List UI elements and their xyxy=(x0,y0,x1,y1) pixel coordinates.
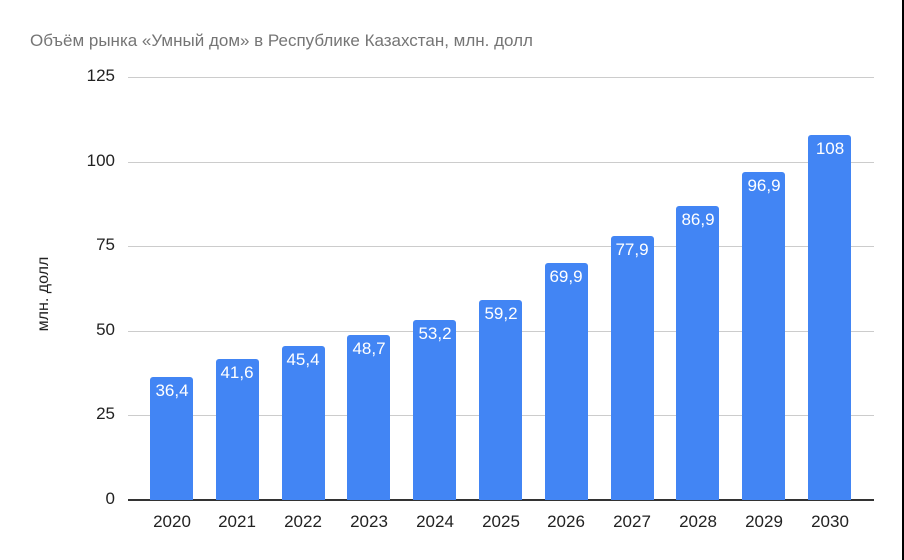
right-border xyxy=(902,0,904,560)
x-tick-label: 2022 xyxy=(284,512,322,531)
bar-2021[interactable] xyxy=(216,359,259,500)
y-tick-label: 125 xyxy=(86,66,115,85)
bar-2024[interactable] xyxy=(413,320,456,500)
y-tick-label: 25 xyxy=(96,404,115,423)
bar-value-label: 36,4 xyxy=(155,381,189,400)
bar-2027[interactable] xyxy=(611,236,654,500)
y-tick-label: 0 xyxy=(105,489,115,508)
x-tick-label: 2026 xyxy=(547,512,585,531)
gridline xyxy=(128,162,874,163)
bar-2029[interactable] xyxy=(742,172,785,500)
x-tick-label: 2028 xyxy=(679,512,717,531)
gridline xyxy=(128,246,874,247)
bar-value-label: 77,9 xyxy=(615,240,649,259)
x-tick-label: 2027 xyxy=(613,512,651,531)
x-tick-label: 2023 xyxy=(350,512,388,531)
bar-2028[interactable] xyxy=(676,206,719,500)
x-tick-label: 2030 xyxy=(811,512,849,531)
x-axis-line xyxy=(128,499,874,501)
bar-value-label: 96,9 xyxy=(747,176,781,195)
bar-value-label: 86,9 xyxy=(681,210,715,229)
bar-value-label: 45,4 xyxy=(286,350,320,369)
bar-2026[interactable] xyxy=(545,263,588,500)
bar-2022[interactable] xyxy=(282,346,325,500)
bar-value-label: 53,2 xyxy=(418,324,452,343)
bar-value-label: 108 xyxy=(815,139,845,158)
y-tick-label: 50 xyxy=(96,320,115,339)
bar-value-label: 48,7 xyxy=(352,339,386,358)
x-tick-label: 2024 xyxy=(416,512,454,531)
x-tick-label: 2029 xyxy=(745,512,783,531)
x-tick-label: 2020 xyxy=(153,512,191,531)
x-tick-label: 2025 xyxy=(482,512,520,531)
x-tick-label: 2021 xyxy=(218,512,256,531)
gridline xyxy=(128,77,874,78)
bar-value-label: 59,2 xyxy=(484,304,518,323)
bar-2030[interactable] xyxy=(808,135,851,500)
bar-value-label: 69,9 xyxy=(549,267,583,286)
y-tick-label: 75 xyxy=(96,235,115,254)
bar-value-label: 41,6 xyxy=(220,363,254,382)
y-tick-label: 100 xyxy=(86,151,115,170)
bar-2023[interactable] xyxy=(347,335,390,500)
bar-2020[interactable] xyxy=(150,377,193,500)
chart-title: Объём рынка «Умный дом» в Республике Каз… xyxy=(30,31,533,50)
bar-2025[interactable] xyxy=(479,300,522,500)
